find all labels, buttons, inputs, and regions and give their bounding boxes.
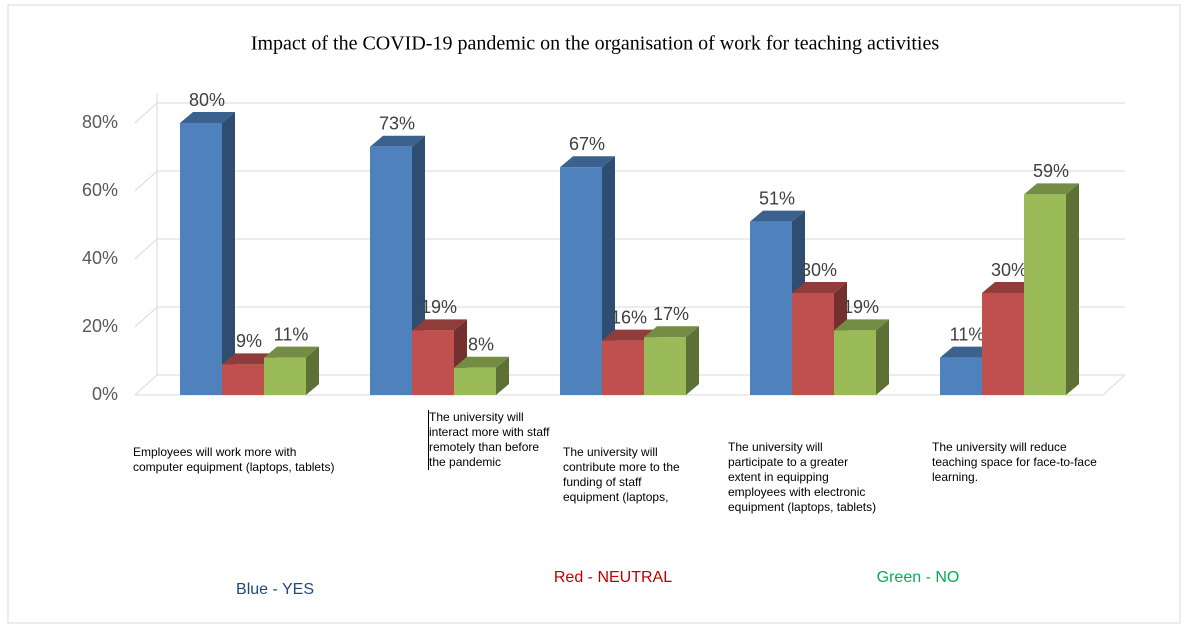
bar — [264, 357, 306, 395]
x-tick-label: The university will reduce teaching spac… — [932, 440, 1097, 484]
data-label: 59% — [1033, 161, 1069, 181]
legend-entry: Blue - YES — [236, 581, 314, 598]
data-label: 73% — [379, 114, 415, 134]
data-label: 51% — [759, 188, 795, 208]
data-label: 8% — [468, 335, 494, 355]
bar — [454, 367, 496, 395]
bar-top — [940, 346, 995, 358]
bar-top — [982, 282, 1037, 293]
bar-side — [222, 112, 235, 395]
x-tick-label: The university will contribute more to t… — [563, 445, 680, 504]
bar-top — [222, 353, 277, 365]
bar — [222, 364, 264, 395]
bar-top — [602, 329, 657, 341]
bar — [792, 293, 834, 395]
bar-top — [644, 326, 699, 338]
bar — [750, 221, 792, 395]
bar-top — [180, 112, 235, 123]
bar — [180, 123, 222, 395]
bar — [602, 340, 644, 395]
data-label: 16% — [611, 307, 647, 327]
legend-entry: Green - NO — [877, 569, 960, 586]
data-label: 19% — [421, 297, 457, 317]
data-label: 9% — [236, 331, 262, 351]
bar-top — [560, 156, 615, 168]
bar-side — [496, 356, 509, 395]
y-tick-label: 40% — [82, 248, 118, 268]
bar-side — [306, 346, 319, 395]
data-label: 80% — [189, 90, 225, 110]
bar — [940, 357, 982, 395]
legend-entry: Red - NEUTRAL — [554, 569, 672, 586]
bar-top — [370, 135, 425, 147]
data-label: 30% — [991, 260, 1027, 280]
y-tick-label: 60% — [82, 180, 118, 200]
bar-side — [686, 326, 699, 395]
bar-top — [750, 210, 805, 222]
bar — [560, 167, 602, 395]
bar-top — [1024, 183, 1079, 195]
data-label: 67% — [569, 134, 605, 154]
y-tick-label: 80% — [82, 112, 118, 132]
data-label: 11% — [274, 324, 309, 344]
data-label: 11% — [950, 324, 985, 344]
bar-top — [264, 346, 319, 358]
x-tick-label: The university will interact more with s… — [428, 410, 554, 470]
bar-side — [1066, 183, 1079, 395]
bar-top — [834, 319, 889, 331]
bar-top — [792, 282, 847, 293]
data-label: 19% — [843, 297, 879, 317]
x-tick-label: Employees will work more with computer e… — [133, 445, 335, 474]
y-tick-label: 0% — [92, 384, 118, 404]
data-label: 30% — [801, 260, 837, 280]
bar — [1024, 194, 1066, 395]
bar-top — [454, 356, 509, 368]
bar — [412, 330, 454, 395]
data-label: 17% — [653, 304, 689, 324]
chart-title: Impact of the COVID-19 pandemic on the o… — [251, 33, 940, 55]
bar — [644, 337, 686, 395]
bar-side — [876, 319, 889, 395]
y-tick-label: 20% — [82, 316, 118, 336]
bar — [834, 330, 876, 395]
x-tick-label: The university will participate to a gre… — [728, 440, 877, 514]
bar — [982, 293, 1024, 395]
bar — [370, 146, 412, 395]
bar-top — [412, 319, 467, 331]
